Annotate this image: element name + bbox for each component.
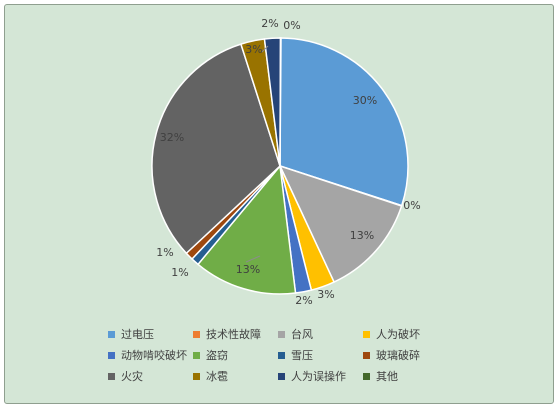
legend-label: 雪压 [291,349,313,362]
data-label-7: 1% [171,266,188,279]
legend-swatch [278,372,285,380]
legend-swatch [363,351,370,359]
legend-label: 盗窃 [206,349,228,362]
data-label-2: 0% [403,199,420,212]
legend-item-3: 台风 [278,328,363,341]
data-label-9: 32% [160,131,184,144]
data-label-5: 2% [295,294,312,307]
data-label-4: 3% [317,288,334,301]
legend-swatch [278,351,285,359]
legend-label: 冰雹 [206,370,228,383]
legend-label: 技术性故障 [206,328,261,341]
data-label-1: 30% [353,94,377,107]
legend-label: 台风 [291,328,313,341]
legend-label: 玻璃破碎 [376,349,420,362]
pie-slice-9 [151,43,281,255]
legend-swatch [363,372,370,380]
legend-item-5: 动物啃咬破坏 [108,349,193,362]
legend: 过电压 技术性故障 台风 人为破坏动物啃咬破坏 盗窃 雪压 玻璃破碎火灾 冰雹 人为误操作 其他 [108,328,448,383]
legend-label: 火灾 [121,370,143,383]
data-label-6: 13% [236,263,260,276]
legend-swatch [108,372,115,380]
legend-item-6: 盗窃 [193,349,278,362]
legend-item-8: 玻璃破碎 [363,349,448,362]
legend-item-10: 冰雹 [193,370,278,383]
data-label-11: 2% [261,17,278,30]
data-label-10: 3% [245,43,262,56]
legend-item-12: 其他 [363,370,448,383]
legend-label: 其他 [376,370,398,383]
legend-item-11: 人为误操作 [278,370,363,383]
data-label-3: 13% [350,229,374,242]
legend-label: 人为破坏 [376,328,420,341]
legend-item-9: 火灾 [108,370,193,383]
legend-swatch [278,330,285,338]
pie-slice-1 [279,37,409,207]
legend-item-2: 技术性故障 [193,328,278,341]
legend-swatch [108,330,115,338]
legend-item-1: 过电压 [108,328,193,341]
data-label-12: 0% [283,19,300,32]
pie-slice-12 [279,37,282,167]
legend-swatch [193,372,200,380]
legend-item-4: 人为破坏 [363,328,448,341]
leader-line-2 [261,45,269,53]
legend-label: 过电压 [121,328,154,341]
legend-swatch [193,351,200,359]
legend-swatch [363,330,370,338]
data-label-8: 1% [156,246,173,259]
legend-item-7: 雪压 [278,349,363,362]
legend-swatch [108,351,115,359]
leader-line-1 [245,255,261,263]
legend-swatch [193,330,200,338]
legend-label: 动物啃咬破坏 [121,349,187,362]
legend-label: 人为误操作 [291,370,346,383]
pie-slice-3 [278,164,403,284]
pie-slice-6 [196,164,297,295]
